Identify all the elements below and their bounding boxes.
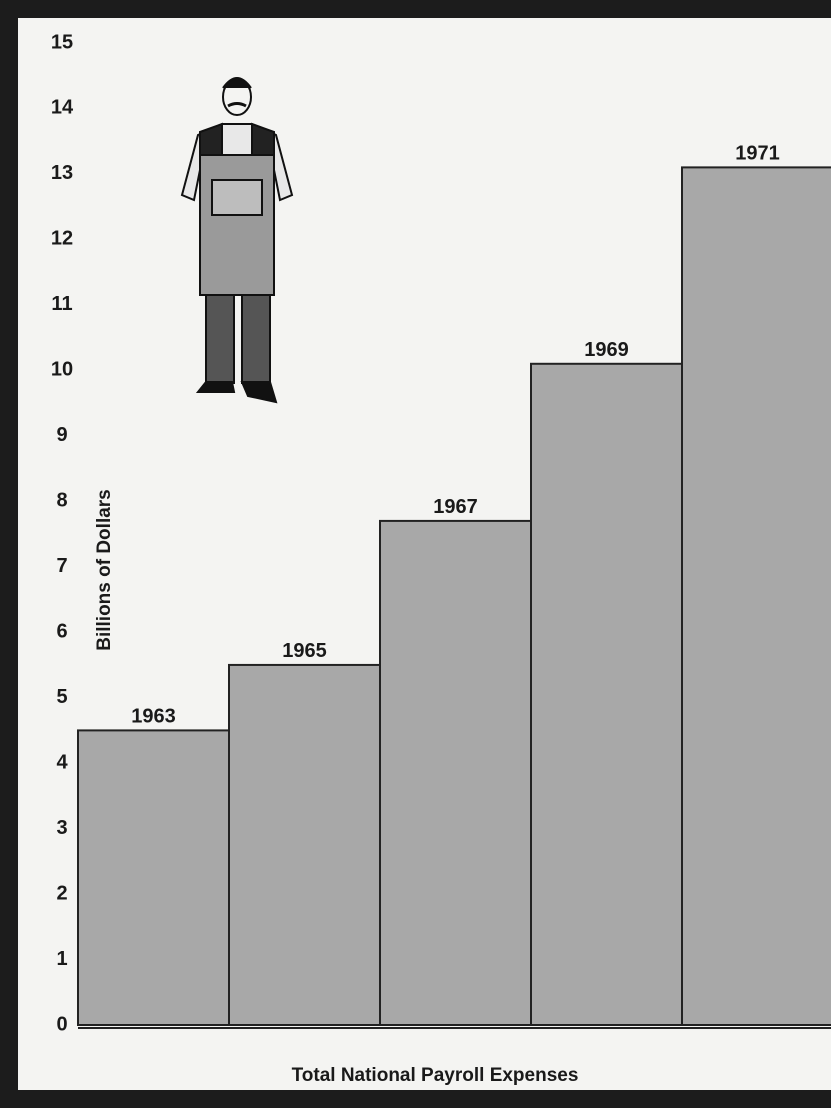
- y-tick-label: 10: [51, 359, 73, 381]
- bar: [78, 730, 229, 1025]
- category-label: 1965: [282, 640, 327, 662]
- y-tick-label: 6: [56, 620, 67, 642]
- category-label: 1967: [433, 496, 478, 518]
- y-axis-label: Billions of Dollars: [94, 489, 115, 651]
- bar: [229, 665, 380, 1025]
- y-tick-label: 4: [56, 751, 68, 773]
- y-tick-label: 3: [56, 817, 67, 839]
- y-tick-label: 0: [56, 1013, 67, 1035]
- page: {"chart_data": {"type": "bar", "categori…: [0, 0, 831, 1108]
- chart: Billions of Dollars Total National Payro…: [0, 0, 831, 1108]
- bar: [531, 364, 682, 1025]
- y-tick-label: 7: [56, 555, 67, 577]
- y-tick-label: 11: [51, 293, 72, 315]
- y-tick-label: 9: [56, 424, 67, 446]
- y-tick-label: 15: [51, 31, 73, 53]
- y-tick-label: 2: [56, 882, 67, 904]
- y-tick-label: 8: [56, 490, 67, 512]
- x-axis-label: Total National Payroll Expenses: [292, 1065, 579, 1086]
- bar: [380, 521, 531, 1025]
- y-tick-label: 13: [51, 162, 73, 184]
- bar: [682, 167, 831, 1025]
- y-tick-label: 1: [56, 948, 67, 970]
- y-tick-label: 5: [56, 686, 67, 708]
- category-label: 1963: [131, 706, 176, 728]
- y-tick-label: 14: [51, 97, 74, 119]
- y-tick-label: 12: [51, 228, 73, 250]
- category-label: 1969: [584, 339, 629, 361]
- category-label: 1971: [735, 143, 780, 165]
